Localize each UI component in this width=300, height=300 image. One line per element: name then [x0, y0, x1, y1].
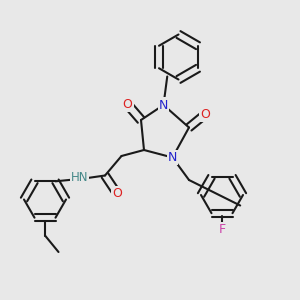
Text: N: N — [168, 151, 177, 164]
Text: F: F — [218, 223, 226, 236]
Text: O: O — [123, 98, 132, 111]
Text: HN: HN — [71, 170, 88, 184]
Text: O: O — [112, 187, 122, 200]
Text: O: O — [201, 107, 210, 121]
Text: N: N — [159, 98, 168, 112]
